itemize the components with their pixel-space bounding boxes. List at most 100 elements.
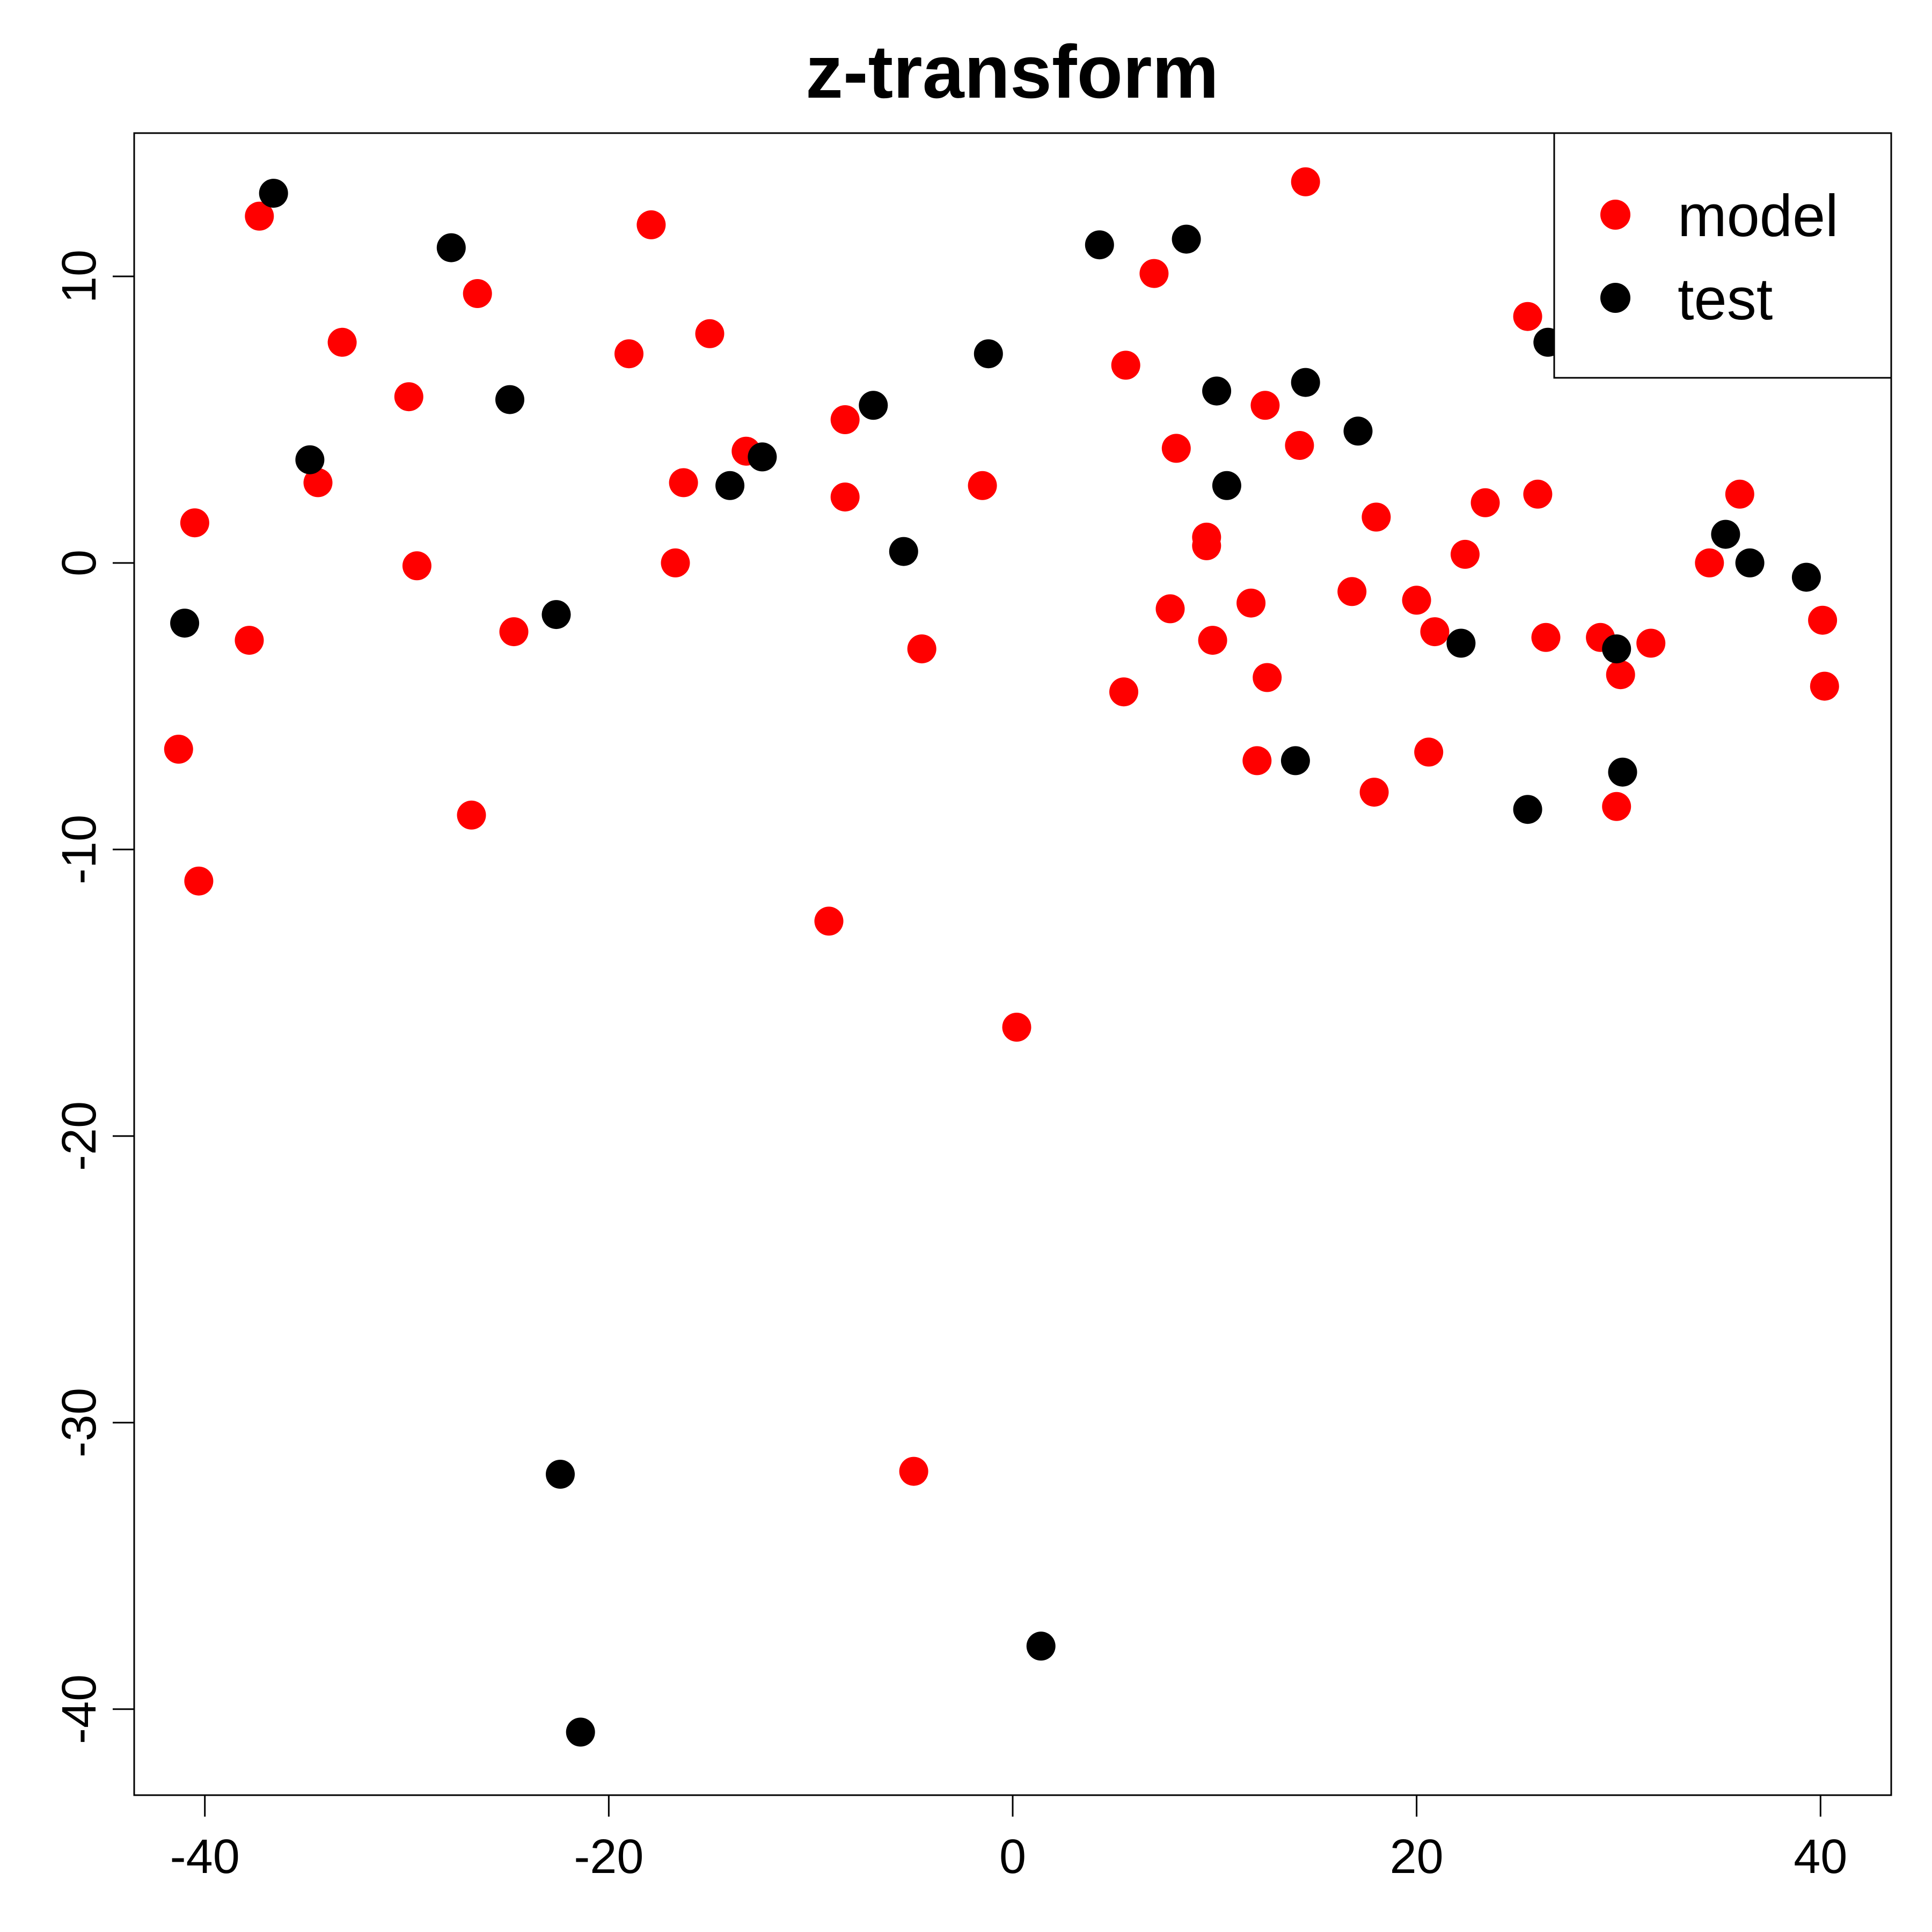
data-point-model bbox=[1420, 617, 1450, 647]
data-point-model bbox=[1695, 548, 1724, 577]
data-point-test bbox=[1172, 224, 1201, 254]
data-point-test bbox=[1085, 230, 1114, 260]
data-point-model bbox=[1362, 502, 1391, 532]
data-point-model bbox=[1285, 431, 1314, 460]
x-tick-label: 40 bbox=[1794, 1830, 1847, 1884]
data-point-model bbox=[1250, 391, 1280, 420]
data-point-model bbox=[164, 735, 193, 764]
data-point-model bbox=[1161, 434, 1191, 463]
data-point-model bbox=[814, 906, 844, 936]
x-tick-label: -20 bbox=[574, 1830, 643, 1884]
data-point-test bbox=[1791, 562, 1821, 592]
legend-marker-model bbox=[1600, 200, 1630, 230]
data-point-model bbox=[1291, 167, 1320, 196]
data-point-model bbox=[1470, 488, 1500, 517]
y-axis: -40 -30 -20 -10 0 10 bbox=[53, 250, 135, 1744]
data-point-model bbox=[1253, 663, 1282, 692]
data-point-model bbox=[1636, 628, 1666, 658]
data-point-test bbox=[1202, 376, 1232, 406]
data-point-model bbox=[184, 866, 214, 896]
data-point-model bbox=[1242, 746, 1272, 775]
data-point-model bbox=[402, 551, 431, 581]
data-point-test bbox=[859, 391, 888, 420]
data-point-model bbox=[1198, 626, 1227, 655]
y-tick-label: 0 bbox=[53, 550, 106, 576]
data-point-model bbox=[1002, 1013, 1031, 1042]
data-point-model bbox=[1236, 588, 1266, 618]
data-point-test bbox=[889, 537, 918, 566]
data-point-test bbox=[1602, 634, 1631, 664]
data-point-model bbox=[235, 626, 264, 655]
data-point-model bbox=[1139, 259, 1169, 288]
data-point-model bbox=[1810, 671, 1839, 701]
data-point-test bbox=[436, 233, 466, 262]
data-point-test bbox=[1291, 368, 1320, 397]
data-point-model bbox=[636, 210, 666, 239]
data-point-test bbox=[1735, 548, 1765, 577]
points-layer bbox=[164, 167, 1839, 1747]
data-point-model bbox=[968, 471, 997, 500]
data-point-model bbox=[1606, 660, 1635, 690]
data-point-model bbox=[1513, 302, 1542, 331]
data-point-model bbox=[695, 319, 724, 348]
data-point-test bbox=[1026, 1631, 1056, 1661]
chart-title: z-transform bbox=[806, 30, 1219, 114]
x-tick-label: -40 bbox=[170, 1830, 240, 1884]
data-point-test bbox=[566, 1717, 595, 1747]
data-point-model bbox=[1337, 577, 1367, 606]
data-point-model bbox=[1414, 737, 1444, 767]
y-tick-label: -10 bbox=[53, 815, 106, 884]
data-point-test bbox=[295, 445, 325, 474]
data-point-test bbox=[541, 600, 571, 630]
data-point-model bbox=[661, 548, 690, 577]
data-point-test bbox=[1446, 628, 1476, 658]
data-point-model bbox=[907, 634, 936, 664]
data-point-test bbox=[170, 609, 200, 638]
data-point-model bbox=[457, 800, 486, 830]
data-point-model bbox=[1402, 586, 1431, 615]
y-tick-label: -20 bbox=[53, 1101, 106, 1171]
data-point-test bbox=[1608, 757, 1637, 787]
data-point-model bbox=[499, 617, 529, 647]
data-point-model bbox=[1359, 778, 1389, 807]
data-point-test bbox=[715, 471, 745, 500]
data-point-model bbox=[327, 327, 357, 357]
data-point-test bbox=[748, 442, 777, 472]
x-tick-label: 20 bbox=[1390, 1830, 1444, 1884]
data-point-test bbox=[495, 385, 524, 414]
data-point-model bbox=[614, 339, 643, 369]
data-point-test bbox=[546, 1460, 575, 1489]
data-point-test bbox=[1711, 519, 1740, 549]
data-point-model bbox=[1111, 350, 1140, 380]
data-point-model bbox=[1602, 792, 1631, 821]
data-point-test bbox=[1343, 416, 1373, 446]
x-axis: -40 -20 0 20 40 bbox=[170, 1794, 1847, 1884]
legend-box bbox=[1553, 132, 1892, 379]
data-point-model bbox=[1523, 479, 1553, 509]
data-point-model bbox=[1451, 539, 1480, 569]
data-point-test bbox=[1280, 746, 1310, 775]
data-point-test bbox=[1212, 471, 1241, 500]
data-point-model bbox=[303, 468, 333, 497]
data-point-model bbox=[669, 468, 698, 497]
data-point-model bbox=[830, 405, 860, 434]
data-point-model bbox=[1808, 605, 1838, 635]
data-point-test bbox=[259, 179, 288, 208]
legend-label-model: model bbox=[1678, 183, 1839, 249]
data-point-model bbox=[463, 279, 492, 308]
data-point-model bbox=[830, 482, 860, 512]
legend-marker-test bbox=[1600, 283, 1630, 313]
x-tick-label: 0 bbox=[999, 1830, 1026, 1884]
legend-label-test: test bbox=[1678, 266, 1773, 332]
data-point-test bbox=[1513, 795, 1542, 824]
data-point-model bbox=[1109, 677, 1138, 707]
data-point-model bbox=[245, 201, 274, 231]
y-tick-label: 10 bbox=[53, 250, 106, 303]
legend: model test bbox=[1553, 132, 1892, 379]
data-point-test bbox=[974, 339, 1003, 369]
data-point-model bbox=[899, 1457, 928, 1486]
y-tick-label: -30 bbox=[53, 1388, 106, 1458]
data-point-model bbox=[394, 382, 423, 412]
data-point-model bbox=[1725, 479, 1754, 509]
